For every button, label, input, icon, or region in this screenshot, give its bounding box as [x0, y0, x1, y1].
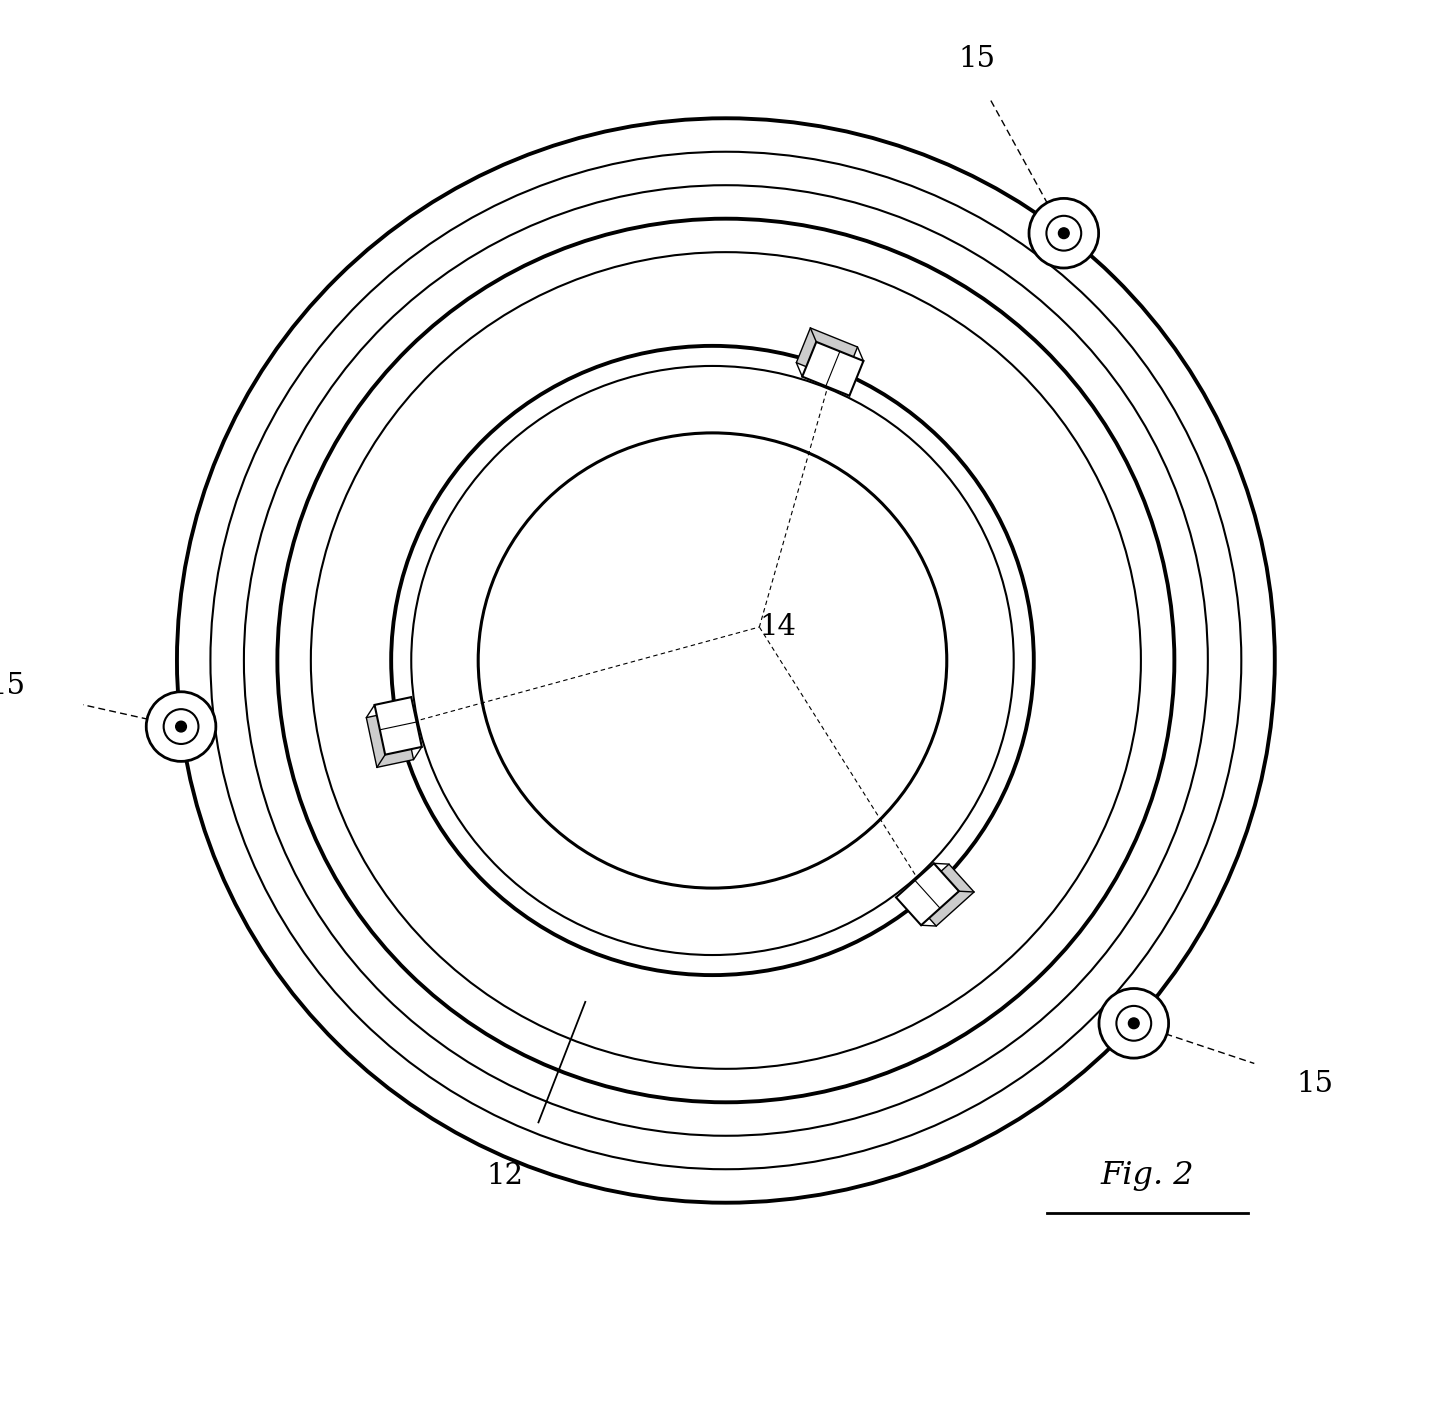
Text: 12: 12 — [486, 1162, 523, 1189]
Circle shape — [1116, 1005, 1152, 1041]
Circle shape — [1059, 228, 1069, 238]
Polygon shape — [374, 697, 422, 754]
Circle shape — [146, 692, 216, 761]
Circle shape — [1099, 988, 1169, 1058]
Text: 14: 14 — [759, 613, 796, 642]
Circle shape — [176, 722, 186, 732]
Circle shape — [1129, 1018, 1139, 1028]
Polygon shape — [912, 864, 975, 925]
Polygon shape — [796, 328, 857, 382]
Polygon shape — [896, 863, 959, 925]
Polygon shape — [366, 710, 413, 767]
Text: 15: 15 — [959, 46, 995, 73]
Text: 15: 15 — [0, 673, 26, 700]
Circle shape — [1046, 215, 1082, 251]
Text: 15: 15 — [1296, 1070, 1333, 1098]
Polygon shape — [802, 342, 863, 395]
Circle shape — [1029, 198, 1099, 268]
Circle shape — [164, 709, 199, 744]
Text: Fig. 2: Fig. 2 — [1100, 1161, 1195, 1192]
